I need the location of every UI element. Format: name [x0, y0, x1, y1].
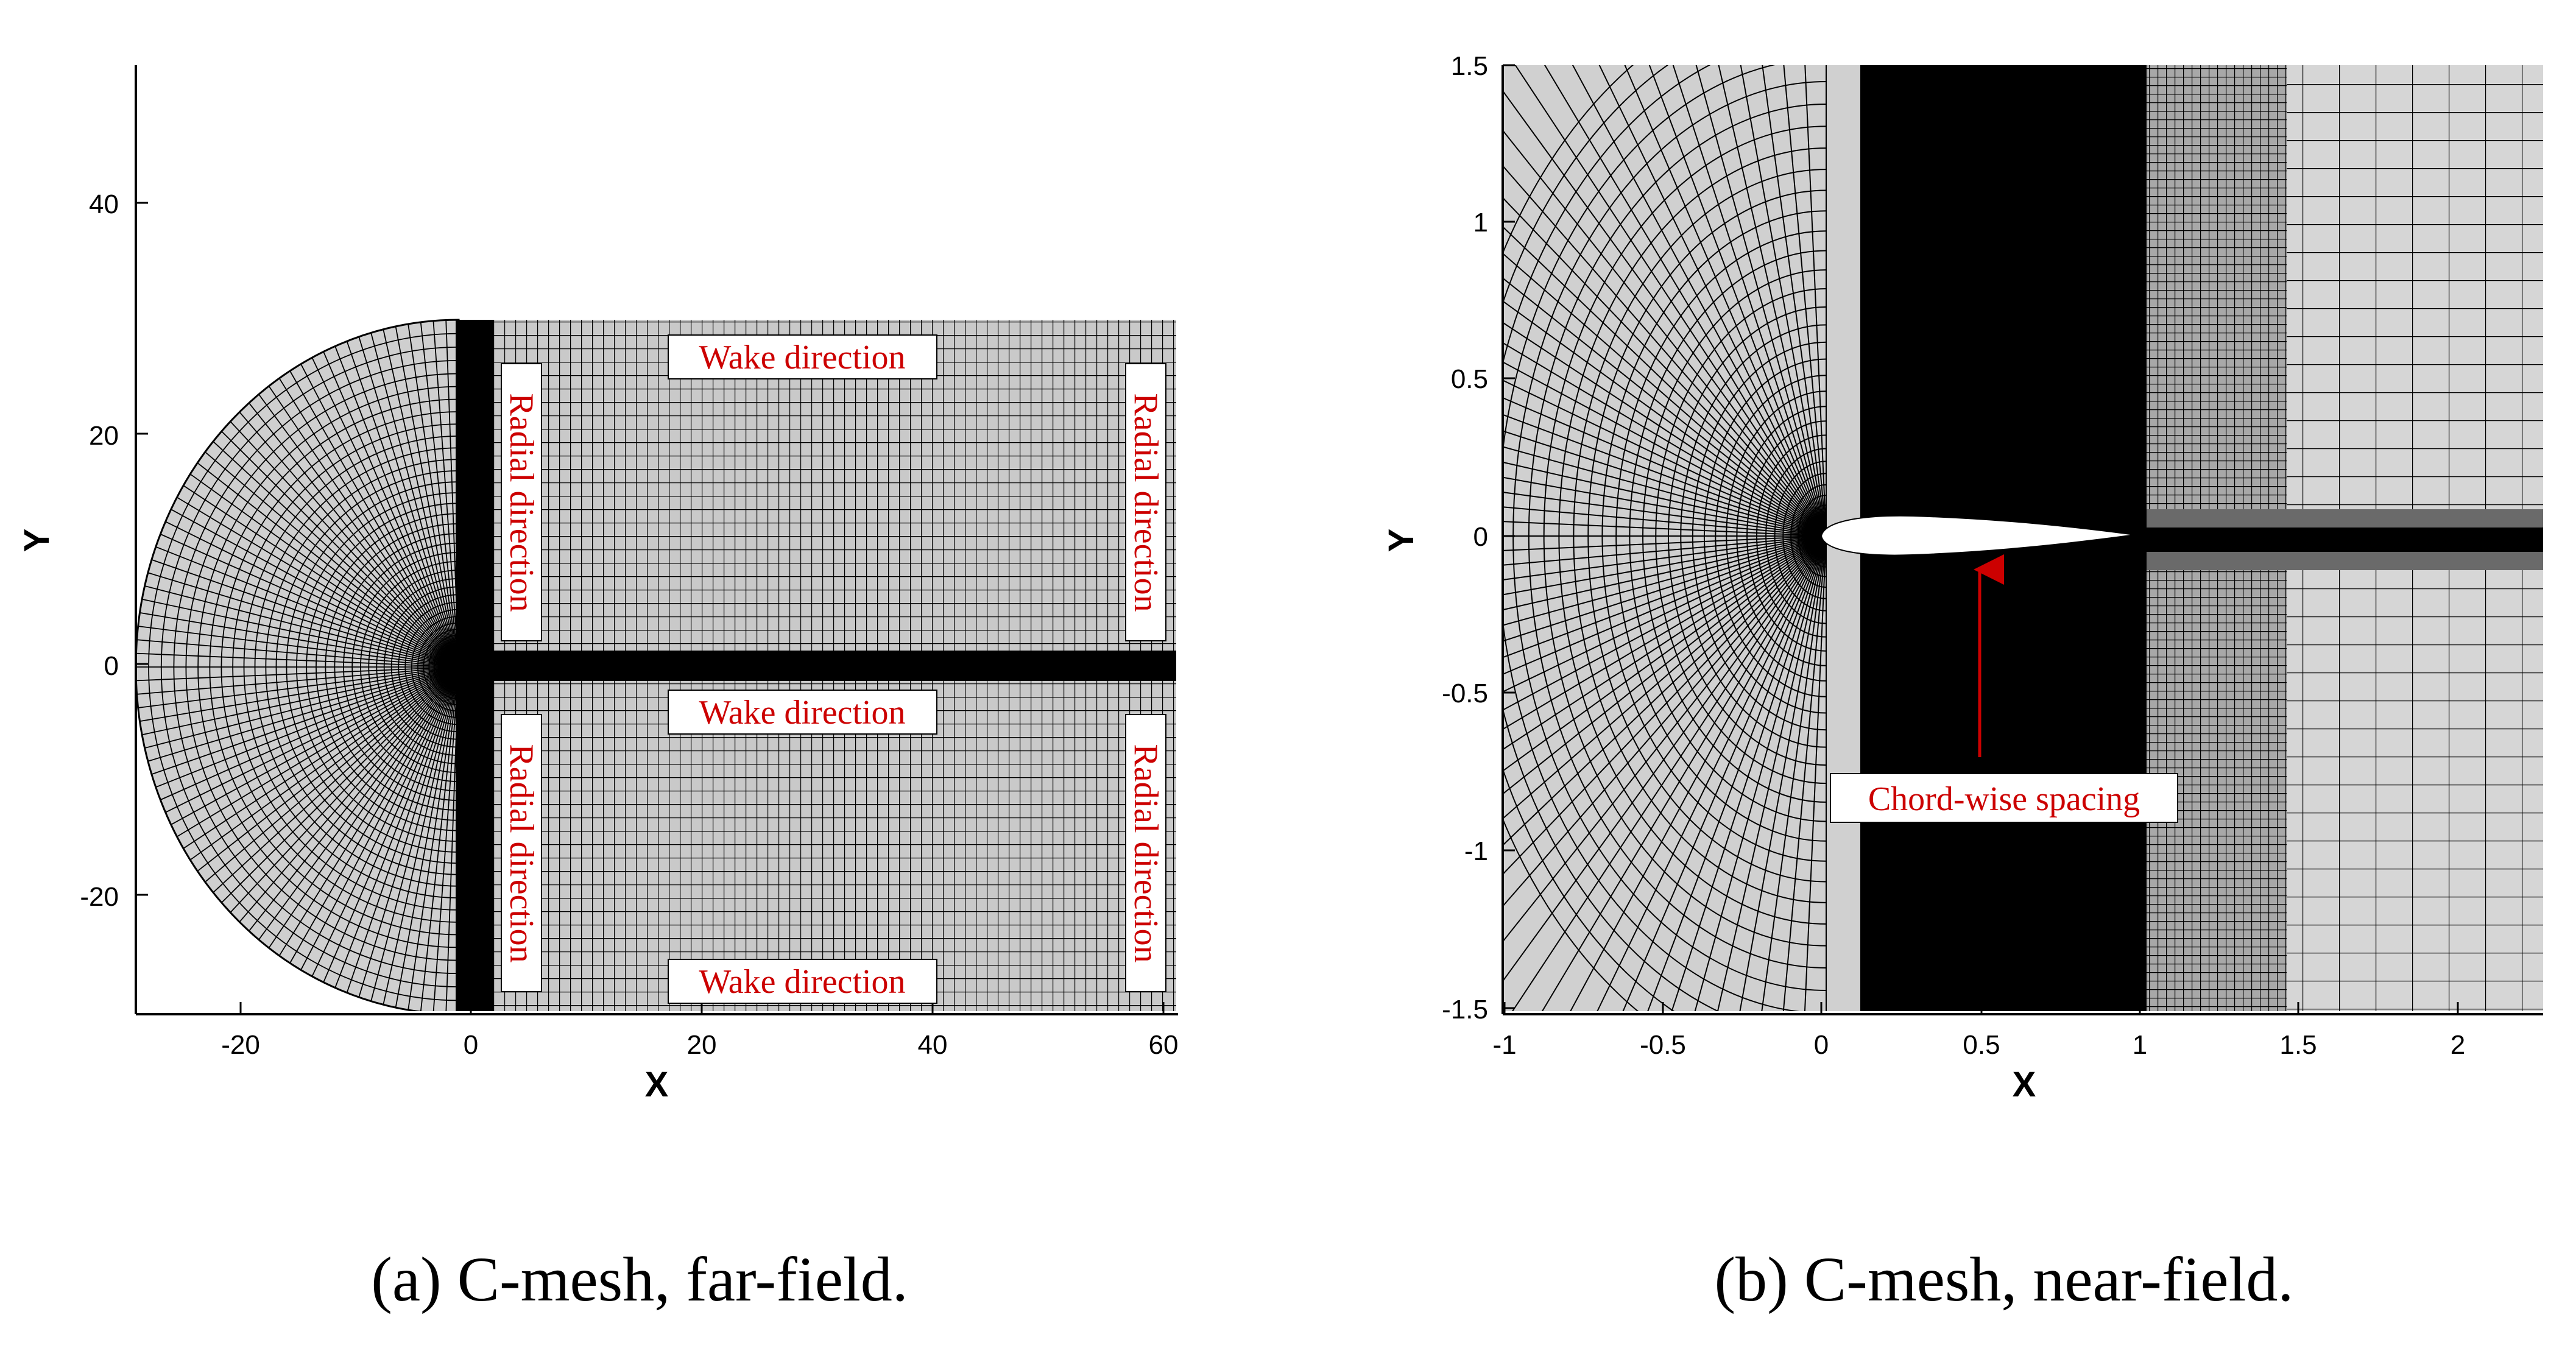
x-axis-title: X: [645, 1065, 669, 1104]
radial-direction-label: Radial direction: [1127, 744, 1165, 962]
panel-b: -1 -0.5 0 0.5 1 1.5 2 1.5 1 0.5 0 -0.5 -…: [1382, 51, 2543, 1104]
panel-b-x-tick-labels: -1 -0.5 0 0.5 1 1.5 2: [1492, 1030, 2465, 1060]
y-tick-label: 0: [104, 651, 119, 681]
y-tick-label: 1: [1473, 208, 1488, 238]
y-tick-label: -1: [1464, 836, 1488, 866]
y-tick-label: -1.5: [1442, 995, 1488, 1025]
radial-direction-label: Radial direction: [503, 744, 540, 962]
y-tick-label: 0.5: [1451, 364, 1488, 394]
wake-direction-label: Wake direction: [699, 694, 905, 732]
caption-b: (b) C-mesh, near-field.: [1715, 1244, 2294, 1314]
y-tick-label: 1.5: [1451, 51, 1488, 81]
y-tick-label: 20: [89, 421, 119, 451]
wake-direction-label: Wake direction: [699, 963, 905, 1001]
caption-a: (a) C-mesh, far-field.: [371, 1244, 908, 1314]
y-tick-label: 40: [89, 189, 119, 219]
radial-direction-label: Radial direction: [1127, 393, 1165, 612]
panel-a-axes: [135, 65, 1178, 1015]
panel-a-mesh: [136, 319, 1176, 1011]
panel-b-mesh: [1503, 65, 2543, 1011]
c-region-arcs: [136, 319, 459, 1011]
x-tick-label: 0.5: [1963, 1030, 2000, 1060]
x-axis-title: X: [2013, 1065, 2036, 1104]
x-tick-label: 20: [687, 1030, 717, 1060]
x-tick-label: 0: [1814, 1030, 1829, 1060]
y-tick-label: -20: [80, 882, 119, 912]
x-tick-label: -20: [221, 1030, 260, 1060]
wake-centerline-near: [2147, 528, 2543, 552]
y-tick-label: -0.5: [1442, 679, 1488, 708]
panel-a-x-tick-labels: -20 0 20 40 60: [221, 1030, 1178, 1060]
panel-b-y-tick-labels: 1.5 1 0.5 0 -0.5 -1 -1.5: [1442, 51, 1488, 1025]
x-tick-label: 1.5: [2279, 1030, 2317, 1060]
panel-b-annotations: Chord-wise spacing: [1830, 554, 2178, 823]
y-tick-label: 0: [1473, 522, 1488, 552]
x-tick-label: 2: [2451, 1030, 2465, 1060]
x-tick-label: -1: [1492, 1030, 1516, 1060]
wake-block-lower: [493, 681, 1176, 1011]
wake-direction-label: Wake direction: [699, 339, 905, 376]
panel-a-y-tick-labels: 40 20 0 -20: [80, 189, 119, 912]
x-tick-label: -0.5: [1640, 1030, 1686, 1060]
x-tick-label: 0: [464, 1030, 478, 1060]
panel-a-annotations: Wake direction Wake direction Wake direc…: [501, 334, 1166, 1004]
panel-a: -20 0 20 40 60 40 20 0 -20 X Y Wake dire…: [17, 65, 1178, 1104]
panel-b-axes: [1501, 64, 2543, 1015]
airfoil-shape: [1820, 515, 2136, 556]
x-tick-label: 40: [918, 1030, 948, 1060]
near-radial-lines: [1503, 65, 1827, 1011]
y-axis-title: Y: [1382, 529, 1421, 552]
near-arcs: [1503, 65, 1826, 1011]
y-axis-title: Y: [17, 529, 57, 552]
radial-direction-label: Radial direction: [503, 393, 540, 612]
wake-centerline-band: [469, 651, 1176, 681]
chord-wise-spacing-label: Chord-wise spacing: [1868, 780, 2140, 818]
x-tick-label: 60: [1149, 1030, 1179, 1060]
x-tick-label: 1: [2133, 1030, 2147, 1060]
